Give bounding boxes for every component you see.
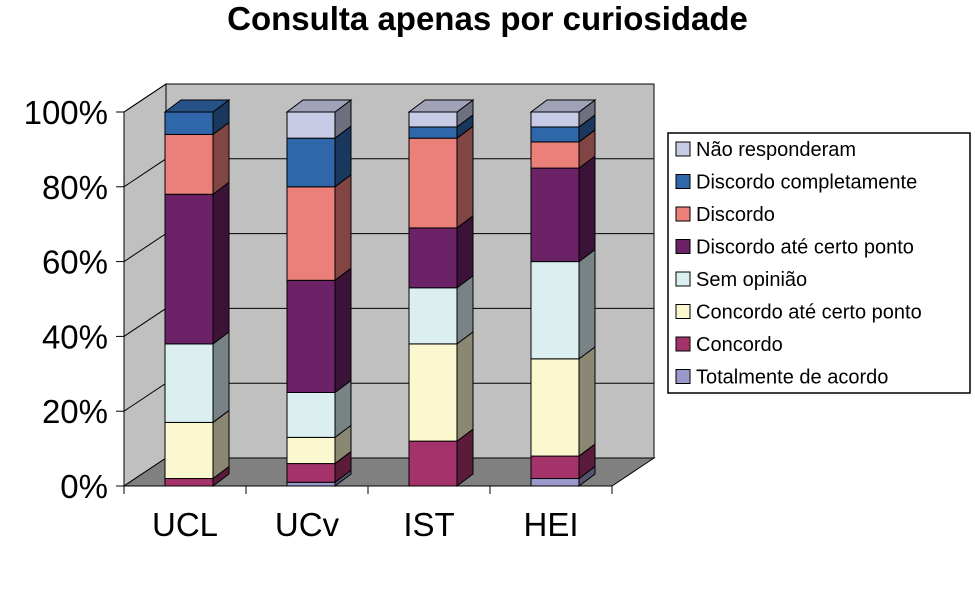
legend-entry: Discordo completamente (696, 172, 917, 194)
legend-entry: Não responderam (696, 139, 856, 161)
legend-box (667, 132, 971, 394)
y-tick-label: 40% (42, 318, 108, 355)
bar-segment-side (578, 345, 596, 458)
bar-segment (408, 287, 458, 345)
legend-entry: Concordo (696, 334, 783, 356)
bar-top (529, 99, 597, 113)
legend-swatch (675, 271, 691, 287)
side-wall (123, 83, 167, 487)
y-tick-label: 0% (60, 468, 108, 505)
bar-segment (286, 392, 336, 438)
bar-segment-side (334, 173, 352, 282)
x-category-label: UCv (275, 506, 340, 543)
legend-entry: Concordo até certo ponto (696, 302, 922, 324)
y-tick-label: 80% (42, 169, 108, 206)
bar-segment (286, 463, 336, 483)
bar-segment (286, 436, 336, 465)
bar-segment (530, 478, 580, 487)
legend-swatch (675, 369, 691, 384)
bar-segment-side (212, 181, 230, 345)
bar-stack (285, 99, 353, 487)
bar-top (407, 99, 475, 113)
bar-segment (408, 126, 458, 139)
bar-segment (164, 478, 214, 487)
bar-segment (530, 358, 580, 457)
bar-segment (408, 137, 458, 229)
bar-stack (529, 99, 597, 487)
bar-segment (286, 481, 336, 487)
legend-swatch (675, 141, 691, 157)
legend: Não responderam Discordo completamente Dis… (667, 132, 971, 394)
bar-segment (530, 167, 580, 263)
legend-swatch (675, 174, 691, 189)
bar-segment (286, 111, 336, 139)
bar-segment (408, 227, 458, 289)
legend-swatch (675, 239, 691, 254)
bar-segment (408, 111, 458, 128)
bar-segment (164, 193, 214, 345)
bar-segment (530, 141, 580, 169)
bar-segment (530, 261, 580, 360)
bar-segment (530, 111, 580, 128)
bars (163, 99, 597, 487)
bar-segment (408, 343, 458, 442)
bar-segment (164, 421, 214, 480)
x-category-label: IST (403, 506, 454, 543)
bar-segment (164, 133, 214, 195)
bar-segment (286, 186, 336, 281)
bar-segment-side (456, 125, 474, 229)
bar-segment (530, 455, 580, 480)
bar-segment-side (578, 248, 596, 360)
x-category-label: UCL (152, 506, 218, 543)
bar-stack (407, 99, 475, 487)
gridline (123, 83, 654, 113)
bar-segment-side (456, 330, 474, 443)
bar-segment (286, 137, 336, 188)
legend-swatch (675, 206, 691, 222)
legend-swatch (675, 336, 691, 352)
y-axis: 0% 20% 40% 60% 80% 100% (24, 94, 125, 505)
bar-top (163, 99, 231, 113)
y-tick-label: 100% (24, 94, 108, 131)
legend-entry: Discordo (696, 204, 775, 226)
y-tick-label: 60% (42, 244, 108, 281)
bar-segment (530, 126, 580, 143)
bar-top (285, 99, 353, 113)
legend-swatch (675, 304, 691, 319)
chart-title: Consulta apenas por curiosidade (227, 0, 748, 37)
bar-segment-side (212, 330, 230, 424)
y-tick-label: 20% (42, 393, 108, 430)
legend-entry: Discordo até certo ponto (696, 237, 914, 259)
bar-segment (164, 343, 214, 423)
bar-segment-side (334, 267, 352, 394)
bar-segment (164, 111, 214, 135)
legend-entry: Sem opinião (696, 269, 807, 291)
bar-segment-side (578, 155, 596, 263)
legend-entry: Totalmente de acordo (696, 367, 888, 389)
x-category-label: HEI (523, 506, 578, 543)
bar-stack (163, 99, 231, 487)
bar-segment (408, 440, 458, 487)
x-axis: UCL UCv IST HEI (123, 485, 613, 543)
bar-segment (286, 279, 336, 393)
